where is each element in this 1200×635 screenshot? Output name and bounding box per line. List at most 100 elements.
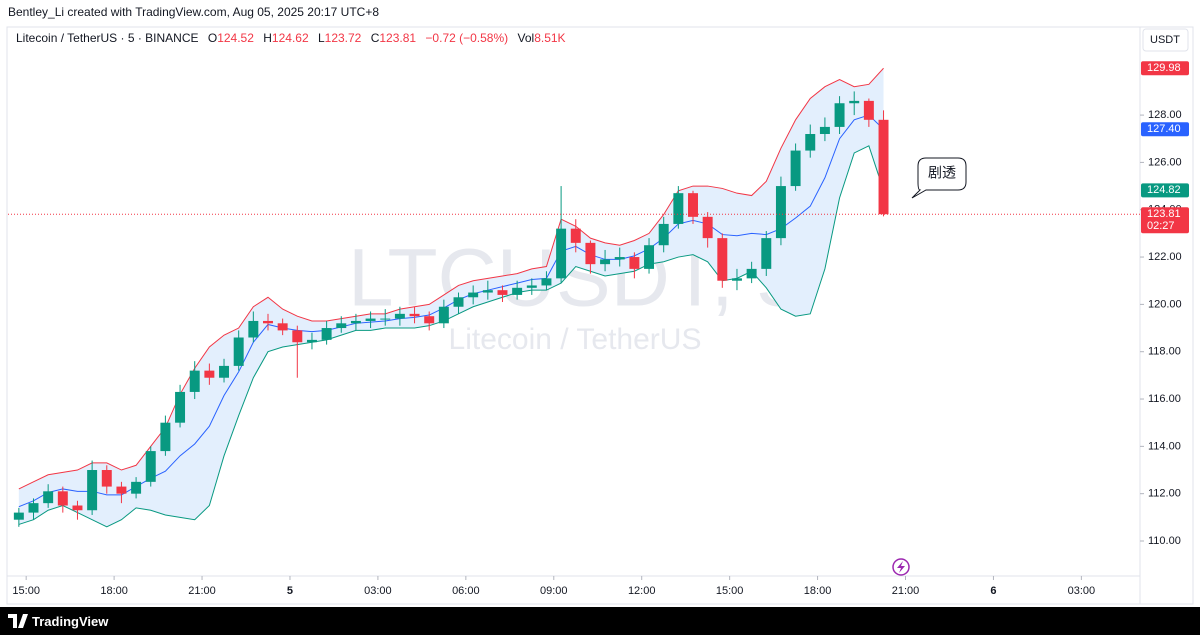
brand: TradingView xyxy=(32,614,109,629)
candle-body xyxy=(761,238,772,269)
candle-body xyxy=(204,370,215,378)
candle-body xyxy=(790,150,801,187)
volume-value: 8.51K xyxy=(534,31,566,45)
y-tick-label: 116.00 xyxy=(1148,393,1181,405)
candle-body xyxy=(219,365,230,378)
high-value: 124.62 xyxy=(271,31,309,45)
candle-body xyxy=(292,330,303,343)
band-lower xyxy=(18,145,885,528)
candle-body xyxy=(116,486,127,494)
watermark-subtitle: Litecoin / TetherUS xyxy=(449,323,702,356)
x-tick-label: 15:00 xyxy=(716,585,744,597)
price-tag-countdown: 02:27 xyxy=(1147,220,1175,232)
candle-body xyxy=(600,259,611,265)
candle-body xyxy=(468,292,479,298)
candle-body xyxy=(849,100,860,104)
y-tick-label: 112.00 xyxy=(1148,488,1181,500)
y-tick-label: 110.00 xyxy=(1148,535,1181,547)
y-tick-label: 114.00 xyxy=(1148,440,1181,452)
low-value: 123.72 xyxy=(324,31,362,45)
candle-body xyxy=(717,238,728,281)
candle-body xyxy=(805,134,816,151)
candle-body xyxy=(512,287,523,295)
alert-circle[interactable] xyxy=(892,558,910,576)
candle-body xyxy=(175,391,186,423)
high-label: H xyxy=(263,31,272,45)
candle-body xyxy=(277,323,288,331)
candle-body xyxy=(497,290,508,295)
candle-body xyxy=(819,126,830,135)
alert-bolt[interactable] xyxy=(897,561,905,573)
band-middle xyxy=(18,114,884,508)
candle-body xyxy=(702,216,713,239)
band-fill xyxy=(18,68,884,527)
close-label: C xyxy=(370,31,380,45)
candle-body xyxy=(629,257,640,269)
price-tag-label: 127.40 xyxy=(1147,123,1181,135)
x-tick-label: 03:00 xyxy=(364,585,392,597)
candle-body xyxy=(409,313,420,317)
candle-body xyxy=(394,313,405,319)
candle-body xyxy=(87,470,98,511)
candle-body xyxy=(585,242,596,265)
candle-body xyxy=(482,290,493,293)
annotation: 剧透 xyxy=(911,157,967,199)
legend: Litecoin / TetherUS · 5 · BINANCE O124.5… xyxy=(16,31,566,45)
close-value: 123.81 xyxy=(379,31,417,45)
axes: 110.00 112.00 114.00 116.00 118.00 120.00 122.… xyxy=(12,109,1181,597)
candle-body xyxy=(673,193,684,224)
candle-body xyxy=(746,268,757,279)
x-tick-label: 18:00 xyxy=(804,585,832,597)
x-tick-label: 21:00 xyxy=(892,585,920,597)
brand-logo xyxy=(8,614,28,628)
x-tick-label: 15:00 xyxy=(12,585,40,597)
candle-body xyxy=(189,370,200,392)
price-tag xyxy=(1141,183,1189,198)
x-tick-label: 03:00 xyxy=(1068,585,1096,597)
candle-body xyxy=(775,186,786,239)
candle-body xyxy=(731,278,742,281)
y-tick-label: 120.00 xyxy=(1148,298,1182,310)
currency-box[interactable] xyxy=(1142,28,1189,52)
x-tick-label: 09:00 xyxy=(540,585,568,597)
candle-body xyxy=(263,320,273,324)
y-tick-label: 122.00 xyxy=(1148,251,1182,263)
price-tag xyxy=(1141,122,1189,137)
alert-icon[interactable] xyxy=(892,558,910,576)
y-tick-label: 126.00 xyxy=(1148,156,1182,168)
candle-body xyxy=(453,297,464,307)
chart: LTCUSDT, 5 Litecoin / TetherUS 剧透 USDT 1… xyxy=(6,26,1194,605)
x-tick-label: 06:00 xyxy=(452,585,480,597)
candle-body xyxy=(541,278,552,286)
symbol: Litecoin / TetherUS · 5 · BINANCE xyxy=(16,31,199,45)
candle-body xyxy=(233,337,244,366)
candle-body xyxy=(57,491,68,506)
brand-logo-shape xyxy=(8,614,28,628)
change-value: −0.72 (−0.58%) xyxy=(425,31,509,45)
candle-body xyxy=(424,316,435,324)
footer: TradingView xyxy=(0,607,1200,635)
credit: Bentley_Li created with TradingView.com,… xyxy=(8,5,380,19)
candle-body xyxy=(350,320,361,324)
x-tick-label: 6 xyxy=(990,585,996,597)
candle-body xyxy=(101,470,112,487)
y-tick-label: 128.00 xyxy=(1148,109,1182,121)
plot xyxy=(8,67,1140,528)
candle-body xyxy=(43,491,54,504)
candle-body xyxy=(614,257,625,260)
candle-body xyxy=(644,245,655,269)
volume-label: Vol xyxy=(517,31,535,45)
candle-body xyxy=(72,505,83,511)
candle-body xyxy=(834,103,845,127)
price-tag-label: 124.82 xyxy=(1147,184,1181,196)
x-tick-label: 5 xyxy=(287,585,293,597)
annotation-bubble xyxy=(911,157,967,199)
candle-body xyxy=(688,193,698,217)
currency-label[interactable]: USDT xyxy=(1150,34,1180,46)
x-tick-label: 12:00 xyxy=(628,585,656,597)
y-tick-label: 118.00 xyxy=(1148,346,1181,358)
candle-body xyxy=(570,228,581,243)
candle-body xyxy=(380,318,391,320)
candle-body xyxy=(526,285,537,288)
